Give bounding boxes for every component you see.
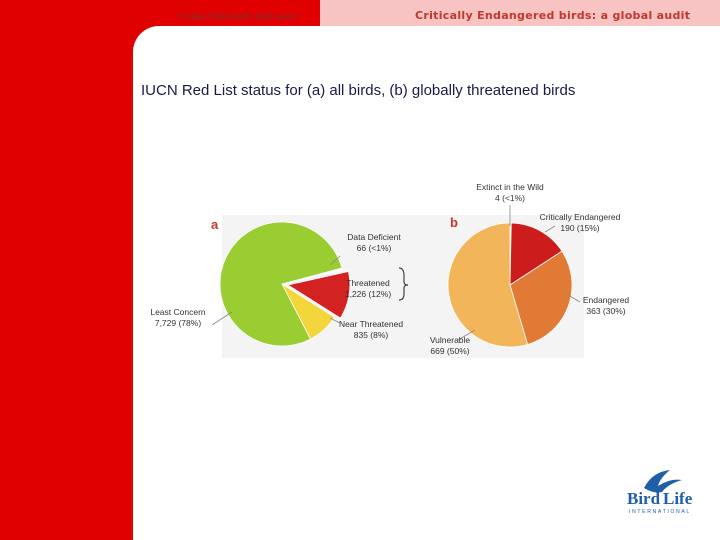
vulnerable-label: Vulnerable bbox=[430, 335, 471, 345]
pie-slice-least-concern bbox=[219, 221, 343, 347]
near-threatened-label: Near Threatened bbox=[339, 319, 403, 329]
threatened-brace bbox=[398, 267, 409, 301]
least-concern-value: 7,729 (78%) bbox=[155, 318, 201, 328]
header-title-band bbox=[320, 0, 720, 26]
bird-icon bbox=[644, 470, 682, 493]
pie-slice-endangered bbox=[509, 250, 573, 345]
endangered-leader bbox=[567, 294, 581, 303]
endangered-value: 363 (30%) bbox=[586, 306, 625, 316]
logo-text-bird: Bird bbox=[627, 489, 661, 508]
threatened-value: 1,226 (12%) bbox=[345, 289, 391, 299]
birdlife-logo: Bird Life INTERNATIONAL bbox=[627, 470, 693, 515]
pie-chart-b bbox=[447, 222, 573, 348]
pie-slice-critically-endangered bbox=[509, 222, 563, 286]
endangered-label: Endangered bbox=[583, 295, 630, 305]
vulnerable-value: 669 (50%) bbox=[430, 346, 469, 356]
threatened-label: Threatened bbox=[346, 278, 390, 288]
extinct-in-wild-label: Extinct in the Wild bbox=[476, 182, 544, 192]
near-threatened-value: 835 (8%) bbox=[354, 330, 389, 340]
critically-endangered-value: 190 (15%) bbox=[560, 223, 599, 233]
page-title: IUCN Red List status for (a) all birds, … bbox=[141, 82, 576, 99]
pie-slice-vulnerable bbox=[447, 222, 529, 348]
near-threatened-leader bbox=[329, 317, 341, 324]
pie-chart-a bbox=[219, 221, 351, 347]
left-sidebar-band bbox=[0, 0, 133, 540]
data-deficient-label: Data Deficient bbox=[347, 232, 401, 242]
vulnerable-leader bbox=[457, 329, 476, 341]
least-concern-leader bbox=[211, 311, 233, 326]
pie-slice-threatened bbox=[286, 271, 351, 319]
critically-endangered-leader bbox=[544, 225, 556, 233]
logo-subtitle: INTERNATIONAL bbox=[629, 509, 691, 515]
data-deficient-leader bbox=[329, 255, 341, 266]
header-title: Critically Endangered birds: a global au… bbox=[415, 9, 691, 22]
content-corner bbox=[133, 26, 185, 78]
panel-a-letter: a bbox=[211, 217, 219, 232]
panel-b-letter: b bbox=[450, 215, 458, 230]
critically-endangered-label: Critically Endangered bbox=[540, 212, 621, 222]
logo-text-life: Life bbox=[663, 489, 693, 508]
report-label: © State of the world's birds report bbox=[178, 12, 297, 21]
least-concern-label: Least Concern bbox=[150, 307, 206, 317]
extinct-in-wild-value: 4 (<1%) bbox=[495, 193, 525, 203]
data-deficient-value: 66 (<1%) bbox=[357, 243, 392, 253]
